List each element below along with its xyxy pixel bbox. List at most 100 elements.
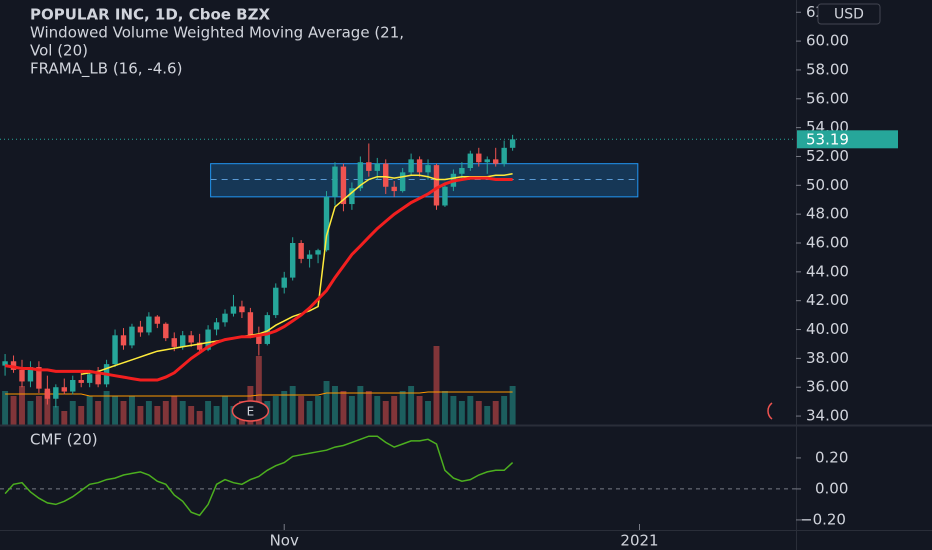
volume-bar <box>213 406 220 426</box>
volume-bar <box>306 401 313 426</box>
volume-bar <box>10 396 17 426</box>
candle-body <box>425 165 431 173</box>
currency-label: USD <box>834 7 864 23</box>
volume-bar <box>179 401 186 426</box>
candle-body <box>476 153 482 163</box>
candle-body <box>112 335 118 365</box>
volume-bar <box>120 401 127 426</box>
candle-body <box>95 374 101 385</box>
volume-bar <box>281 391 288 426</box>
volume-bar <box>103 391 110 426</box>
volume-bar <box>425 401 431 426</box>
moving-average <box>4 176 513 382</box>
volume-bar <box>332 386 338 426</box>
candle-body <box>323 196 330 251</box>
candle-body <box>273 287 279 316</box>
volume-bar <box>69 401 76 426</box>
candle-body <box>239 306 245 313</box>
candle-body <box>27 367 34 382</box>
volume-bar <box>196 411 203 426</box>
moving-average <box>81 173 513 375</box>
candle-body <box>78 380 84 383</box>
candle-body <box>196 342 203 350</box>
candle-body <box>213 322 220 330</box>
volume-bar <box>408 386 415 426</box>
last-price-label: 53.19 <box>806 130 849 148</box>
volume-bar <box>162 401 169 426</box>
indicator-label: FRAMA_LB (16, -4.6) <box>30 60 182 79</box>
candle-body <box>484 159 490 163</box>
volume-bar <box>171 396 178 426</box>
candle-body <box>501 147 507 164</box>
y-tick-label: 46.00 <box>806 234 849 252</box>
volume-bar <box>501 396 508 426</box>
y-tick-label: 58.00 <box>806 60 849 78</box>
volume-bar <box>137 406 144 426</box>
cmf-pane <box>0 435 796 517</box>
y-tick-label: 36.00 <box>806 378 849 396</box>
overlay-layer: 34.00 36.00 38.00 40.00 42.00 44.00 46.00 48.00… <box>270 3 898 550</box>
price-pane: E <box>0 134 796 426</box>
volume-bar <box>2 391 9 426</box>
volume-bar <box>129 396 135 426</box>
candle-body <box>289 243 296 278</box>
candle-body <box>120 335 127 346</box>
volume-bar <box>188 406 195 426</box>
candle-body <box>492 159 499 164</box>
indicator-label: Vol (20) <box>30 42 88 60</box>
volume-bar <box>19 386 25 426</box>
volume-bar <box>484 406 491 426</box>
candle-body <box>433 165 440 206</box>
candle-body <box>171 338 177 347</box>
volume-bar <box>441 391 448 426</box>
volume-bar <box>52 406 59 426</box>
candle-body <box>264 315 271 344</box>
y-tick-label: 48.00 <box>806 205 849 223</box>
candle-body <box>44 388 51 399</box>
volume-bar <box>95 401 102 426</box>
volume-bar <box>35 396 42 426</box>
volume-bar <box>365 391 372 426</box>
volume-bar <box>230 406 237 426</box>
candle-body <box>399 172 406 192</box>
volume-bar <box>348 396 355 426</box>
zone-box <box>210 163 639 198</box>
candle-body <box>70 380 76 392</box>
last-price-box <box>797 130 898 149</box>
volume-bar <box>112 396 119 426</box>
candle-body <box>281 277 287 288</box>
candle-body <box>137 326 144 333</box>
candle-body <box>349 188 355 205</box>
volume-bar <box>475 401 482 426</box>
candle-body <box>129 326 135 346</box>
indicator-label: Windowed Volume Weighted Moving Average … <box>30 24 404 42</box>
volume-bar <box>399 391 406 426</box>
candle-body <box>230 306 237 314</box>
candle-body <box>340 166 347 205</box>
candle-body <box>306 254 313 259</box>
event-label: E <box>247 405 255 419</box>
cmf-tick-label: −0.20 <box>800 510 846 528</box>
volume-bar <box>298 396 305 426</box>
candle-body <box>332 166 338 197</box>
candle-body <box>154 316 161 324</box>
chart-title: POPULAR INC, 1D, Cboe BZX <box>30 6 270 24</box>
volume-bar <box>44 391 51 426</box>
cmf-tick-label: 0.20 <box>815 448 848 466</box>
candle-body <box>416 159 423 173</box>
candle-body <box>205 329 211 350</box>
candle-body <box>180 335 186 347</box>
event-marker <box>231 400 270 422</box>
candle-body <box>357 162 364 189</box>
volume-bar <box>450 396 457 426</box>
candle-body <box>298 243 304 259</box>
y-tick-label: 50.00 <box>806 176 849 194</box>
candle-body <box>222 313 228 323</box>
candle-body <box>391 186 397 192</box>
candle-body <box>467 153 474 169</box>
volume-bar <box>391 396 398 426</box>
volume-bar <box>86 396 93 426</box>
volume-bar <box>323 381 330 426</box>
